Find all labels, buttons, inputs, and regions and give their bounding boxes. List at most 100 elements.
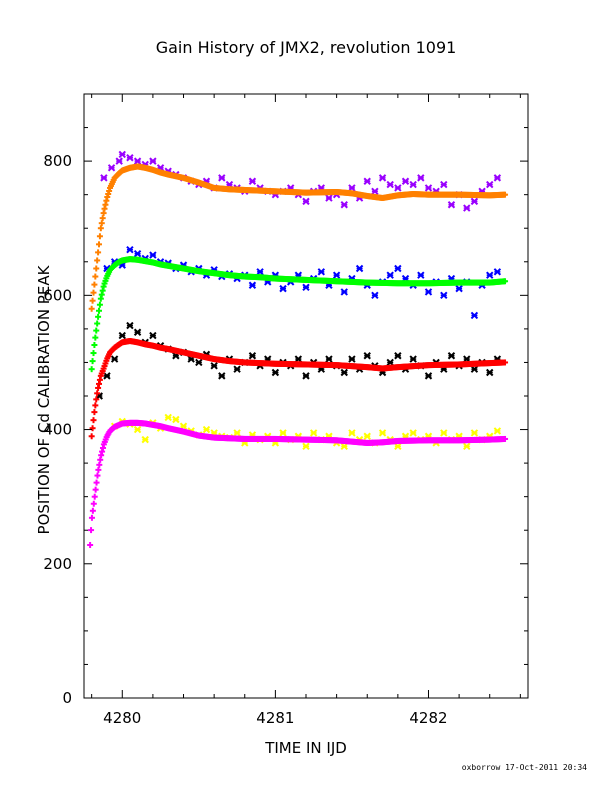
- data-point: [317, 268, 326, 276]
- curve-point: [96, 233, 103, 240]
- data-point: [371, 187, 379, 196]
- curve-point: [93, 396, 100, 403]
- data-point: [107, 164, 116, 172]
- curve-point: [89, 425, 96, 432]
- curve-point: [92, 402, 99, 409]
- data-point: [386, 358, 394, 367]
- data-point: [394, 184, 402, 192]
- data-point: [493, 427, 502, 435]
- data-point: [271, 368, 280, 377]
- curve-point: [88, 366, 95, 373]
- curve-point: [502, 278, 509, 285]
- x-axis-label: TIME IN IJD: [264, 739, 347, 757]
- data-point: [325, 194, 333, 202]
- data-point: [424, 184, 433, 192]
- data-point: [463, 442, 471, 451]
- data-point: [340, 442, 348, 451]
- data-point: [447, 201, 456, 209]
- data-point: [470, 311, 479, 320]
- data-point: [233, 365, 241, 373]
- data-point: [470, 197, 479, 206]
- data-point: [409, 180, 417, 189]
- curve-point: [96, 461, 103, 468]
- data-point: [417, 271, 425, 279]
- data-point: [355, 264, 364, 273]
- plot-frame: [83, 93, 529, 699]
- data-point: [470, 429, 479, 437]
- data-point: [340, 288, 348, 296]
- data-point: [233, 429, 241, 437]
- y-axis-label: POSITION OF Cd CALIBRATION PEAK: [35, 264, 53, 534]
- curve-point: [92, 486, 99, 493]
- data-point: [440, 291, 448, 300]
- data-point: [424, 372, 433, 380]
- data-point: [386, 271, 394, 279]
- data-point: [195, 358, 203, 367]
- data-point: [394, 442, 402, 451]
- data-point: [133, 157, 142, 165]
- curve-point: [96, 301, 103, 308]
- data-point: [218, 372, 226, 380]
- curve-point: [88, 527, 95, 534]
- data-point: [417, 174, 425, 182]
- data-point: [126, 321, 134, 330]
- curve-point: [97, 225, 104, 232]
- curve-point: [88, 305, 95, 312]
- y-tick-label: 600: [43, 286, 72, 304]
- data-point: [386, 180, 394, 189]
- curve-point: [95, 466, 102, 473]
- data-point: [210, 362, 218, 370]
- curve-point: [95, 313, 102, 320]
- chart-title: Gain History of JMX2, revolution 1091: [156, 38, 457, 57]
- curve-point: [91, 409, 98, 416]
- data-point: [440, 429, 448, 437]
- data-point: [409, 355, 417, 363]
- data-point: [103, 372, 111, 380]
- series-3: [110, 413, 502, 451]
- curve-point: [89, 507, 96, 514]
- data-point: [348, 429, 356, 437]
- data-point: [294, 355, 303, 363]
- footer-credit: oxborrow 17-Oct-2011 20:34: [462, 763, 587, 772]
- data-point: [394, 264, 402, 273]
- data-point: [348, 184, 356, 192]
- data-point: [378, 429, 387, 437]
- data-point: [149, 251, 157, 259]
- series-2: [95, 321, 502, 400]
- series-4: [88, 163, 509, 312]
- data-point: [302, 197, 310, 206]
- curve-point: [91, 341, 98, 348]
- series-5: [88, 256, 509, 373]
- data-point: [149, 157, 157, 165]
- data-point: [493, 268, 502, 276]
- series-6: [88, 338, 509, 440]
- ticks-layer: 0 200 400 600 800 4280 4281 4282: [43, 94, 528, 727]
- data-point: [325, 355, 333, 363]
- data-point: [172, 415, 180, 424]
- data-point: [340, 368, 348, 377]
- curve-point: [92, 273, 99, 280]
- curve-point: [99, 215, 106, 222]
- data-point: [126, 154, 134, 162]
- data-point: [470, 365, 479, 373]
- data-point: [378, 174, 387, 182]
- curve-point: [89, 358, 96, 365]
- curve-point: [96, 307, 103, 314]
- curve-point: [94, 257, 101, 264]
- curve-point: [94, 320, 101, 327]
- data-point: [455, 284, 463, 293]
- data-point: [371, 291, 379, 300]
- data-point: [363, 352, 371, 360]
- data-point: [309, 429, 318, 437]
- data-point: [447, 352, 456, 360]
- curve-point: [94, 472, 101, 479]
- data-point: [394, 352, 402, 360]
- curve-point: [502, 191, 509, 198]
- data-point: [409, 429, 417, 437]
- data-point: [348, 355, 356, 363]
- data-point: [332, 271, 341, 279]
- curve-point: [92, 334, 99, 341]
- data-point: [340, 201, 348, 209]
- series-7: [87, 419, 509, 548]
- curve-point: [95, 249, 102, 256]
